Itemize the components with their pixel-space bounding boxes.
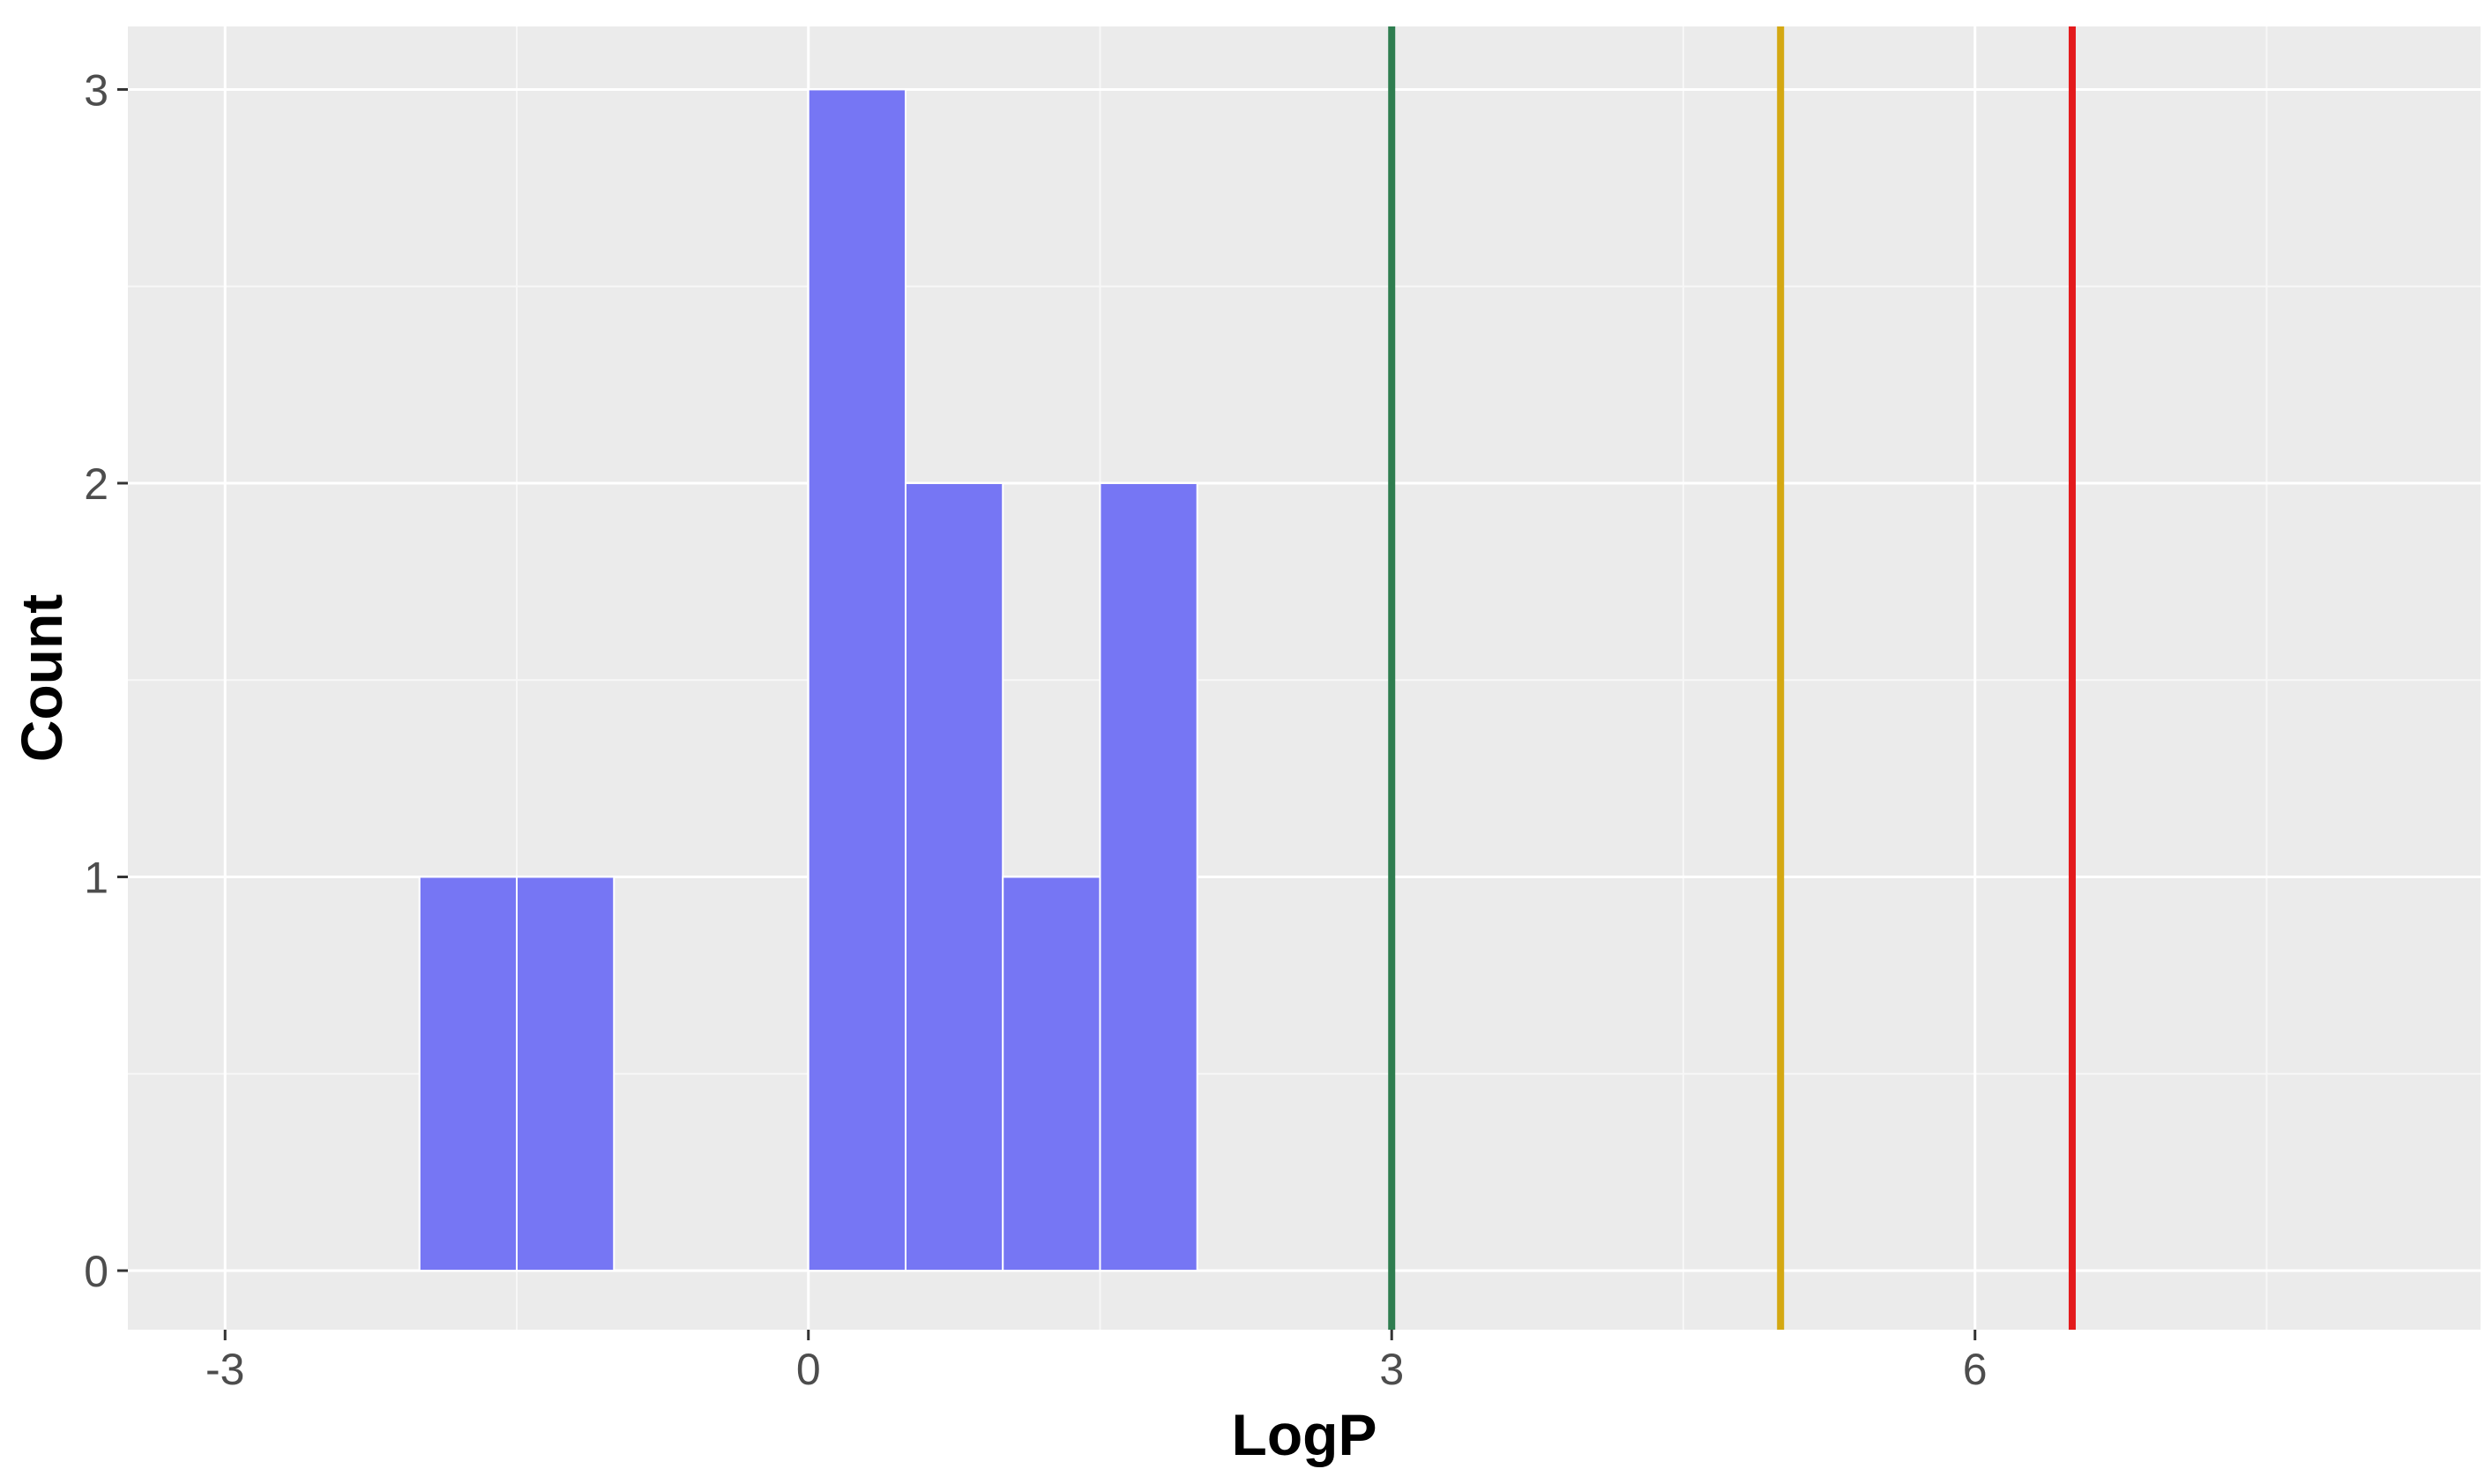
histogram-bar <box>418 876 518 1272</box>
histogram-bar <box>1099 481 1198 1272</box>
histogram-bars <box>418 88 1198 1272</box>
y-tick-label: 2 <box>84 459 108 509</box>
histogram-bar <box>515 876 616 1272</box>
x-axis-ticks: -3 0 3 6 <box>205 1330 1988 1394</box>
x-tick-label: 0 <box>796 1345 821 1394</box>
x-tick-label: 3 <box>1379 1345 1404 1394</box>
y-axis-title: Count <box>9 594 74 763</box>
x-tick-label: -3 <box>205 1345 244 1394</box>
y-axis-ticks: 0 1 2 3 <box>84 65 128 1296</box>
y-tick-label: 1 <box>84 853 108 902</box>
y-tick-label: 0 <box>84 1247 108 1296</box>
y-tick-label: 3 <box>84 65 108 115</box>
x-tick-label: 6 <box>1963 1345 1988 1394</box>
histogram-bar <box>807 88 907 1272</box>
histogram-bar <box>1002 876 1101 1272</box>
reference-lines <box>1388 26 2076 1330</box>
histogram-bar <box>904 481 1004 1272</box>
x-axis-title: LogP <box>1232 1402 1377 1467</box>
